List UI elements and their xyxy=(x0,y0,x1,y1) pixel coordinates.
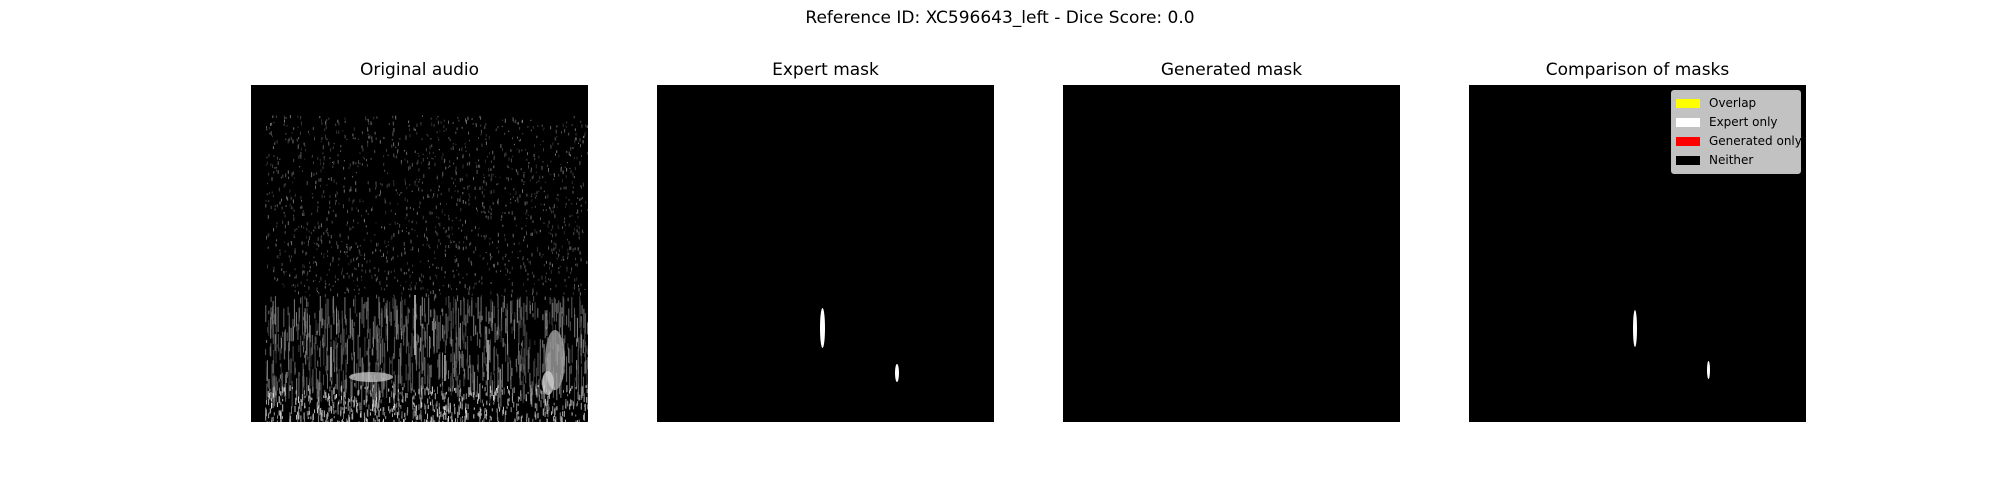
panel-title-expert-mask: Expert mask xyxy=(772,60,879,80)
panel-title-comparison: Comparison of masks xyxy=(1545,60,1730,80)
legend-item-overlap: Overlap xyxy=(1676,94,1796,113)
legend-swatch-generated-only xyxy=(1676,137,1700,146)
legend-swatch-expert-only xyxy=(1676,118,1700,127)
expert-mask-region xyxy=(895,364,899,382)
spectrogram-texture xyxy=(265,115,588,422)
panel-title-generated-mask: Generated mask xyxy=(1160,60,1303,80)
legend-item-generated-only: Generated only xyxy=(1676,132,1802,151)
legend-swatch-overlap xyxy=(1676,99,1700,108)
generated-mask-image xyxy=(1063,85,1400,422)
figure-suptitle: Reference ID: XC596643_left - Dice Score… xyxy=(805,8,1195,28)
panel-title-original-audio: Original audio xyxy=(359,60,480,80)
expert-only-region xyxy=(1707,361,1710,379)
legend-swatch-neither xyxy=(1676,156,1700,165)
legend-label-generated-only: Generated only xyxy=(1709,134,1802,148)
expert-mask-region xyxy=(820,308,825,348)
legend-label-expert-only: Expert only xyxy=(1709,115,1778,129)
legend-item-expert-only: Expert only xyxy=(1676,113,1796,132)
legend-item-neither: Neither xyxy=(1676,151,1796,170)
legend-label-overlap: Overlap xyxy=(1709,96,1757,110)
spectrogram-image xyxy=(251,85,588,422)
comparison-mask-image: Overlap Expert only Generated only Neith… xyxy=(1469,85,1806,422)
expert-mask-image xyxy=(657,85,994,422)
comparison-legend: Overlap Expert only Generated only Neith… xyxy=(1671,90,1802,174)
expert-only-region xyxy=(1633,310,1637,347)
legend-label-neither: Neither xyxy=(1709,153,1754,167)
